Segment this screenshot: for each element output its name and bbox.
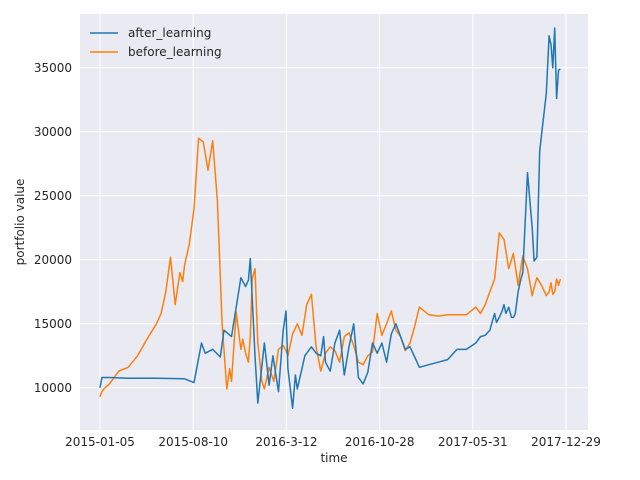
y-tick-labels: 10000 15000 20000 25000 30000 35000	[34, 61, 72, 395]
x-tick-label: 2015-08-10	[158, 435, 228, 449]
legend-label-before-learning: before_learning	[128, 45, 222, 59]
x-tick-label: 2017-05-31	[438, 435, 508, 449]
legend-label-after-learning: after_learning	[128, 26, 211, 40]
y-tick-label: 25000	[34, 189, 72, 203]
grid	[80, 14, 588, 430]
x-tick-label: 2016-3-12	[255, 435, 317, 449]
y-tick-label: 30000	[34, 125, 72, 139]
y-tick-label: 15000	[34, 317, 72, 331]
series-line-after-learning	[99, 27, 561, 409]
y-axis-label: portfolio value	[13, 179, 27, 266]
series-lines	[99, 27, 562, 409]
x-tick-label: 2016-10-28	[345, 435, 415, 449]
y-tick-label: 35000	[34, 61, 72, 75]
y-tick-label: 10000	[34, 381, 72, 395]
x-tick-label: 2017-12-29	[531, 435, 601, 449]
plot-background	[80, 14, 588, 430]
legend: after_learning before_learning	[90, 26, 222, 59]
y-tick-label: 20000	[34, 253, 72, 267]
x-tick-labels: 2015-01-05 2015-08-10 2016-3-12 2016-10-28 2…	[65, 435, 601, 449]
x-tick-label: 2015-01-05	[65, 435, 135, 449]
series-line-before-learning	[99, 137, 562, 397]
x-axis-label: time	[320, 451, 347, 465]
